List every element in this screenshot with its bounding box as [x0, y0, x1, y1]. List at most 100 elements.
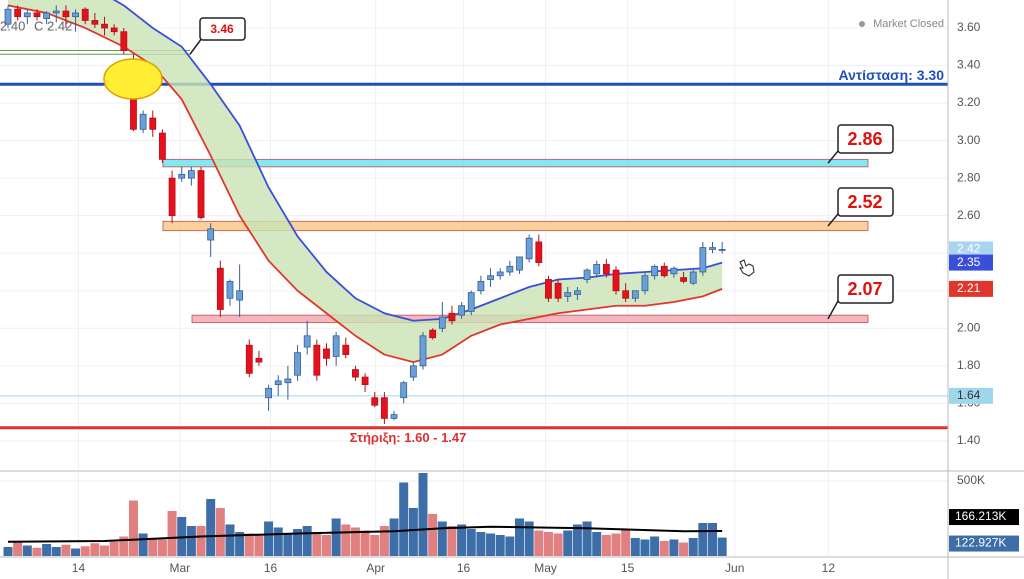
x-tick-label: 16	[264, 561, 278, 575]
candle-body	[255, 357, 263, 363]
volume-bar	[524, 521, 534, 556]
volume-bar	[350, 527, 360, 556]
candle-body	[110, 27, 118, 33]
candle-body	[33, 12, 41, 18]
candle-body	[371, 397, 379, 406]
volume-bar	[215, 507, 225, 556]
volume-bar	[235, 531, 245, 556]
highlight	[103, 58, 163, 100]
x-tick-label: Apr	[366, 561, 385, 575]
volume-bar	[196, 525, 206, 556]
volume-bar	[399, 482, 409, 556]
volume-bar	[71, 548, 81, 556]
volume-bar	[428, 513, 438, 556]
volume-bar	[495, 534, 505, 556]
volume-bar	[688, 537, 698, 556]
axis-badge	[949, 535, 1019, 552]
candle-body	[294, 352, 301, 376]
callout-label: 3.46	[210, 22, 234, 36]
candle-body	[380, 397, 388, 419]
candle-body	[14, 8, 22, 18]
x-tick-label: Mar	[169, 561, 190, 575]
y-tick-label: 2.00	[957, 320, 981, 334]
candle-body	[178, 173, 186, 179]
volume-bar	[418, 473, 428, 556]
volume-bar	[457, 524, 467, 556]
volume-bar	[476, 531, 486, 556]
candle-body	[390, 414, 398, 419]
y-tick-label: 3.40	[957, 58, 981, 72]
candle-body	[612, 269, 620, 292]
volume-bar	[389, 518, 399, 556]
cursor	[739, 259, 755, 277]
y-tick-label: 1.80	[957, 358, 981, 372]
y-tick-label: 500K	[957, 473, 985, 487]
volume-bar	[138, 533, 148, 556]
candle-body	[23, 12, 31, 18]
volume-bar	[630, 537, 640, 556]
candle-body	[43, 12, 51, 19]
candle-body	[197, 170, 205, 218]
candle-body	[313, 344, 321, 376]
candle-body	[525, 237, 533, 260]
candle-body	[52, 10, 60, 14]
candle-body	[622, 290, 630, 299]
volume-bar	[264, 521, 274, 556]
axis-badge-label: 2.21	[957, 281, 981, 295]
zone	[162, 220, 869, 232]
x-tick-label: 14	[72, 561, 86, 575]
callout-box	[837, 187, 894, 217]
volume-bar	[515, 518, 525, 556]
volume-bar	[669, 539, 679, 556]
level-label: Αντίσταση: 3.30	[839, 67, 945, 83]
volume-bar	[370, 534, 380, 556]
volume-bar	[109, 541, 119, 556]
candle-body	[477, 280, 485, 292]
y-tick-label: 3.20	[957, 95, 981, 109]
candle-body	[400, 382, 408, 399]
volume-bar	[486, 533, 496, 556]
candle-body	[352, 369, 359, 378]
candle-body	[602, 264, 610, 275]
candle-body	[641, 275, 649, 292]
callout-pointer	[827, 300, 839, 320]
candle-body	[303, 335, 311, 348]
candle-body	[187, 170, 195, 179]
candle-body	[699, 247, 707, 273]
candle-body	[159, 132, 166, 160]
volume-bar	[408, 507, 418, 556]
axis-badge	[949, 241, 993, 258]
callout-label: 2.52	[847, 192, 882, 212]
x-tick-label: 15	[621, 561, 635, 575]
volume-bar	[186, 525, 196, 556]
candle-body	[4, 8, 12, 25]
zone	[162, 158, 869, 168]
callout-pointer	[189, 37, 203, 55]
volume-bar	[543, 531, 553, 556]
candle-body	[545, 279, 552, 299]
x-tick-label: 12	[822, 561, 836, 575]
candle-body	[680, 277, 687, 282]
candle-body	[101, 23, 108, 29]
x-tick-label: May	[534, 561, 557, 575]
volume-bar	[3, 546, 13, 556]
candle-body	[226, 280, 234, 299]
y-tick-label: 2.80	[957, 170, 981, 184]
candle-body	[62, 10, 70, 18]
status-dot	[859, 21, 865, 27]
y-tick-label: 2.60	[957, 208, 981, 222]
price-pane	[0, 0, 948, 430]
candle-body	[139, 113, 147, 130]
volume-bar	[254, 534, 264, 556]
axis-badge	[949, 254, 993, 271]
volume-bar	[708, 522, 718, 556]
volume-bar	[321, 534, 331, 556]
volume-bar	[553, 533, 563, 556]
candle-body	[120, 31, 128, 51]
readout: 2.40	[0, 18, 25, 33]
candle-body	[284, 378, 292, 384]
candle-body	[689, 271, 697, 284]
readout: C 2.42	[34, 18, 72, 33]
volume-bar	[437, 521, 447, 556]
